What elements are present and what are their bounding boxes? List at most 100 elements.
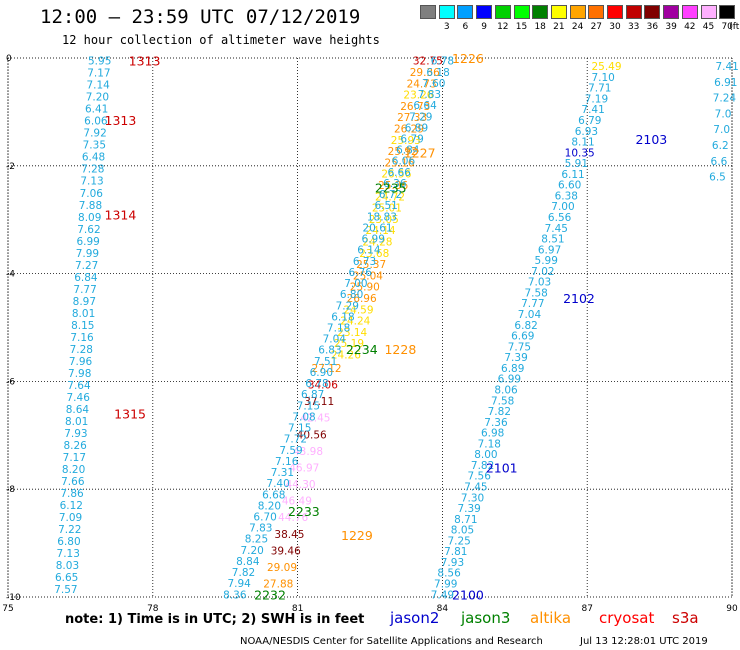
swh-value: 6.87: [301, 389, 324, 401]
swh-value: 6.41: [85, 104, 108, 116]
swh-value: 6.76: [349, 267, 373, 279]
swh-value: 7.27: [75, 260, 98, 272]
legend-swatch: [476, 5, 493, 19]
swh-value: 8.05: [451, 525, 474, 537]
swh-value: 5.91: [565, 158, 588, 170]
pass-label: 1227: [404, 145, 436, 160]
legend-swatch: [513, 5, 530, 19]
chart-title: 12:00 — 23:59 UTC 07/12/2019: [40, 6, 361, 28]
swh-value: 18.83: [367, 211, 397, 223]
legend-swatch: [719, 5, 736, 19]
swh-value: 29.09: [267, 562, 297, 574]
swh-value: 5.99: [535, 255, 558, 267]
swh-value: 5.95: [88, 56, 111, 68]
swh-value: 6.97: [538, 244, 561, 256]
swh-value: 7.77: [521, 298, 544, 310]
pass-label: 1226: [452, 51, 484, 66]
swh-value: 7.46: [67, 392, 91, 404]
swh-value: 6.73: [353, 256, 376, 268]
swh-value: 29.36: [410, 67, 440, 79]
swh-value: 6.56: [548, 212, 572, 224]
swh-value: 7.82: [471, 460, 494, 472]
legend-swatch: [681, 5, 698, 19]
swh-value: 26.96: [347, 293, 377, 305]
swh-value: 7.20: [240, 545, 263, 557]
swh-value: 7.18: [478, 438, 501, 450]
swh-value: 7.56: [468, 471, 492, 483]
y-tick-label: 0: [6, 54, 12, 64]
swh-value: 7.40: [266, 478, 289, 490]
swh-value: 6.51: [374, 200, 397, 212]
swh-value: 7.31: [271, 467, 294, 479]
swh-value: 24.59: [343, 304, 373, 316]
swh-value: 7.15: [297, 400, 320, 412]
swh-value: 24.24: [340, 316, 370, 328]
swh-value: 6.83: [318, 345, 341, 357]
swh-value: 44.30: [286, 479, 316, 491]
swh-value: 6.68: [262, 489, 285, 501]
swh-value: 7.17: [87, 68, 110, 80]
swh-value: 8.84: [236, 556, 260, 568]
swh-value: 25.93: [391, 135, 421, 147]
swh-value: 8.25: [245, 534, 268, 546]
swh-value: 8.26: [63, 440, 87, 452]
swh-value: 6.18: [331, 311, 354, 323]
swh-value: 23.05: [369, 214, 399, 226]
swh-value: 27.88: [263, 579, 293, 591]
swh-value: 7.29: [409, 111, 432, 123]
swh-value: 6.99: [362, 234, 385, 246]
swh-value: 37.11: [304, 396, 334, 408]
swh-value: 7.96: [69, 356, 93, 368]
swh-value: 7.03: [528, 277, 551, 289]
swh-value: 7.04: [518, 309, 542, 321]
legend-swatch: [588, 5, 605, 19]
credit-text: NOAA/NESDIS Center for Satellite Applica…: [240, 636, 543, 647]
swh-value: 7.00: [344, 278, 367, 290]
swh-value: 6.5: [709, 172, 726, 184]
legend-s3a: s3a: [672, 609, 699, 627]
swh-value: 6.89: [405, 122, 428, 134]
swh-value: 6.18: [426, 67, 449, 79]
x-tick-label: 90: [726, 604, 738, 614]
swh-value: 7.10: [591, 72, 614, 84]
swh-value: 6.79: [578, 115, 601, 127]
legend-label: 21: [553, 22, 565, 32]
swh-value: 46.49: [282, 496, 312, 508]
legend-swatch: [532, 5, 549, 19]
swh-value: 6.14: [357, 245, 381, 257]
legend-label: 9: [481, 22, 487, 32]
swh-value: 6.65: [55, 572, 78, 584]
swh-value: 6.6: [711, 156, 728, 168]
swh-value: 7.30: [461, 492, 484, 504]
swh-value: 25.37: [356, 259, 386, 271]
legend-swatch: [494, 5, 511, 19]
swh-value: 7.45: [545, 223, 568, 235]
swh-value: 7.16: [70, 332, 94, 344]
swh-value: 8.51: [541, 234, 564, 246]
swh-value: 7.60: [422, 78, 445, 90]
swh-value: 6.78: [305, 378, 328, 390]
swh-value: 7.39: [457, 503, 480, 515]
x-tick-label: 75: [2, 604, 13, 614]
swh-value: 7.09: [59, 512, 82, 524]
y-tick-label: -8: [6, 485, 15, 495]
swh-value: 8.15: [71, 320, 94, 332]
swh-value: 24.26: [331, 349, 361, 361]
swh-value: 25.04: [353, 270, 383, 282]
swh-value: 7.22: [58, 524, 81, 536]
swh-value: 7.41: [581, 104, 604, 116]
legend-swatch: [644, 5, 661, 19]
swh-value: 25.92: [388, 146, 418, 158]
swh-value: 23.14: [337, 327, 367, 339]
swh-value: 7.64: [67, 380, 91, 392]
swh-value: 8.36: [223, 589, 247, 601]
swh-value: 7.28: [81, 164, 104, 176]
swh-value: 7.83: [418, 89, 441, 101]
swh-value: 20.61: [363, 222, 393, 234]
swh-value: 8.11: [571, 137, 594, 149]
swh-value: 7.82: [232, 567, 255, 579]
legend-label: 27: [590, 22, 603, 32]
pass-label: 1315: [114, 407, 146, 422]
y-tick-label: -4: [6, 270, 15, 280]
swh-value: 10.35: [565, 147, 595, 159]
